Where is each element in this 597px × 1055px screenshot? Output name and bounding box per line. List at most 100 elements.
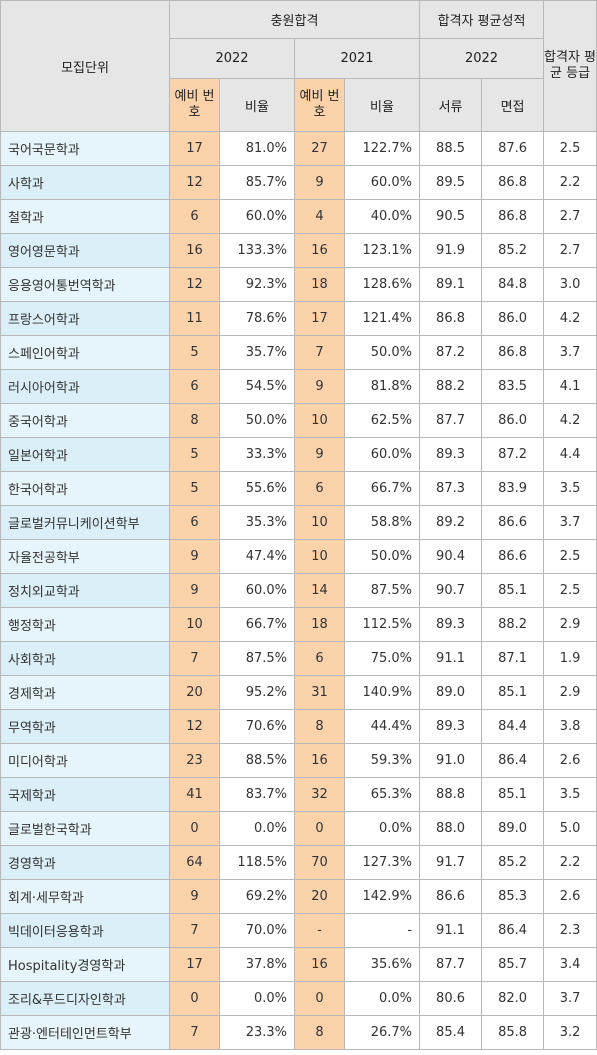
ratio-2022: 92.3% <box>219 267 295 302</box>
document-score: 89.3 <box>419 709 483 744</box>
wait-number-2021: 16 <box>294 947 345 982</box>
wait-number-2021: 10 <box>294 403 345 438</box>
ratio-2022: 66.7% <box>219 607 295 642</box>
interview-score: 85.1 <box>481 675 545 710</box>
ratio-2021: 0.0% <box>343 811 421 846</box>
wait-number-2022: 6 <box>169 505 220 540</box>
dept-name: 미디어학과 <box>0 743 170 778</box>
wait-number-2021: 18 <box>294 607 345 642</box>
table-row: 사회학과 7 87.5% 6 75.0% 91.1 87.1 1.9 <box>0 641 597 676</box>
header-ratio-2021: 비율 <box>343 78 421 132</box>
ratio-2021: 128.6% <box>343 267 421 302</box>
wait-number-2022: 8 <box>169 403 220 438</box>
interview-score: 86.8 <box>481 199 545 234</box>
table-row: 국제학과 41 83.7% 32 65.3% 88.8 85.1 3.5 <box>0 777 597 812</box>
ratio-2021: 50.0% <box>343 335 421 370</box>
average-grade: 2.3 <box>543 913 597 948</box>
wait-number-2022: 6 <box>169 199 220 234</box>
average-grade: 2.6 <box>543 879 597 914</box>
average-grade: 4.1 <box>543 369 597 404</box>
wait-number-2021: 9 <box>294 165 345 200</box>
ratio-2021: 26.7% <box>343 1015 421 1050</box>
ratio-2021: 62.5% <box>343 403 421 438</box>
ratio-2022: 35.3% <box>219 505 295 540</box>
document-score: 87.7 <box>419 947 483 982</box>
interview-score: 86.0 <box>481 403 545 438</box>
document-score: 90.7 <box>419 573 483 608</box>
document-score: 89.5 <box>419 165 483 200</box>
document-score: 89.3 <box>419 607 483 642</box>
dept-name: 영어영문학과 <box>0 233 170 268</box>
wait-number-2021: 7 <box>294 335 345 370</box>
wait-number-2022: 16 <box>169 233 220 268</box>
header-documents: 서류 <box>419 78 483 132</box>
dept-name: 러시아어학과 <box>0 369 170 404</box>
average-grade: 3.0 <box>543 267 597 302</box>
wait-number-2022: 0 <box>169 811 220 846</box>
ratio-2022: 23.3% <box>219 1015 295 1050</box>
wait-number-2022: 17 <box>169 131 220 166</box>
wait-number-2022: 5 <box>169 437 220 472</box>
wait-number-2022: 23 <box>169 743 220 778</box>
average-grade: 1.9 <box>543 641 597 676</box>
wait-number-2022: 0 <box>169 981 220 1016</box>
document-score: 86.8 <box>419 301 483 336</box>
ratio-2021: 35.6% <box>343 947 421 982</box>
ratio-2022: 83.7% <box>219 777 295 812</box>
ratio-2022: 69.2% <box>219 879 295 914</box>
average-grade: 3.2 <box>543 1015 597 1050</box>
dept-name: 국어국문학과 <box>0 131 170 166</box>
document-score: 91.7 <box>419 845 483 880</box>
dept-name: 자율전공학부 <box>0 539 170 574</box>
ratio-2022: 54.5% <box>219 369 295 404</box>
dept-name: 빅데이터응용학과 <box>0 913 170 948</box>
table-row: 미디어학과 23 88.5% 16 59.3% 91.0 86.4 2.6 <box>0 743 597 778</box>
ratio-2021: 58.8% <box>343 505 421 540</box>
ratio-2022: 78.6% <box>219 301 295 336</box>
average-grade: 3.7 <box>543 981 597 1016</box>
header-score-year-2022: 2022 <box>419 38 545 79</box>
header-additional-admission: 충원합격 <box>168 0 421 39</box>
interview-score: 85.3 <box>481 879 545 914</box>
ratio-2021: 65.3% <box>343 777 421 812</box>
table-row: 프랑스어학과 11 78.6% 17 121.4% 86.8 86.0 4.2 <box>0 301 597 336</box>
interview-score: 83.9 <box>481 471 545 506</box>
ratio-2021: 140.9% <box>343 675 421 710</box>
dept-name: 회계·세무학과 <box>0 879 170 914</box>
ratio-2021: 142.9% <box>343 879 421 914</box>
header-unit: 모집단위 <box>0 0 170 132</box>
average-grade: 3.5 <box>543 777 597 812</box>
dept-name: 무역학과 <box>0 709 170 744</box>
ratio-2021: 81.8% <box>343 369 421 404</box>
ratio-2021: 123.1% <box>343 233 421 268</box>
wait-number-2022: 17 <box>169 947 220 982</box>
wait-number-2021: 10 <box>294 505 345 540</box>
dept-name: 한국어학과 <box>0 471 170 506</box>
interview-score: 89.0 <box>481 811 545 846</box>
average-grade: 2.5 <box>543 131 597 166</box>
table-row: 관광·엔터테인먼트학부 7 23.3% 8 26.7% 85.4 85.8 3.2 <box>0 1015 597 1050</box>
wait-number-2022: 12 <box>169 165 220 200</box>
wait-number-2021: 70 <box>294 845 345 880</box>
wait-number-2021: 32 <box>294 777 345 812</box>
interview-score: 87.2 <box>481 437 545 472</box>
table-row: 빅데이터응용학과 7 70.0% - -91.1 86.4 2.3 <box>0 913 597 948</box>
ratio-2021: - <box>343 913 421 948</box>
dept-name: 응용영어통번역학과 <box>0 267 170 302</box>
document-score: 91.0 <box>419 743 483 778</box>
wait-number-2021: 0 <box>294 981 345 1016</box>
interview-score: 86.4 <box>481 913 545 948</box>
table-row: 중국어학과 8 50.0% 10 62.5% 87.7 86.0 4.2 <box>0 403 597 438</box>
wait-number-2021: 9 <box>294 369 345 404</box>
document-score: 89.2 <box>419 505 483 540</box>
average-grade: 2.7 <box>543 199 597 234</box>
wait-number-2022: 11 <box>169 301 220 336</box>
ratio-2021: 50.0% <box>343 539 421 574</box>
dept-name: 정치외교학과 <box>0 573 170 608</box>
ratio-2022: 0.0% <box>219 811 295 846</box>
wait-number-2021: 16 <box>294 233 345 268</box>
dept-name: 경제학과 <box>0 675 170 710</box>
average-grade: 3.7 <box>543 335 597 370</box>
dept-name: 조리&푸드디자인학과 <box>0 981 170 1016</box>
